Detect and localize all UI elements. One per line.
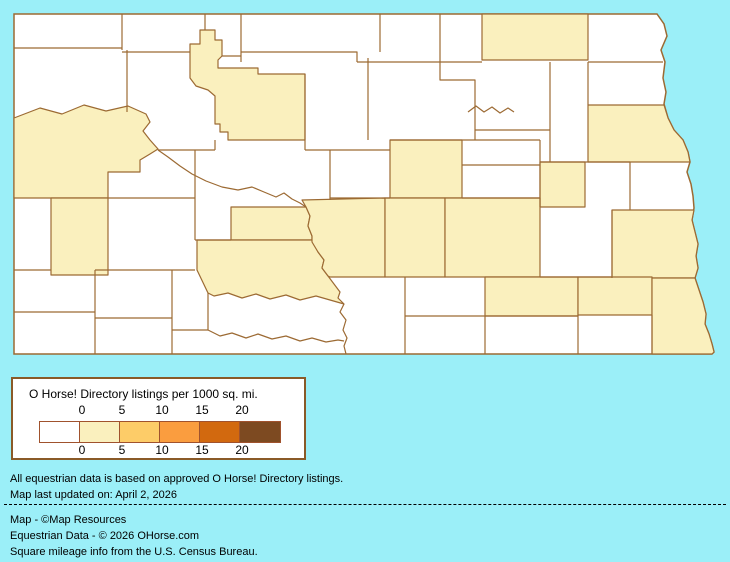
shaded-county-2[interactable] — [50, 197, 109, 276]
census-credit-text: Square mileage info from the U.S. Census… — [10, 546, 258, 558]
legend-title: O Horse! Directory listings per 1000 sq.… — [29, 387, 258, 401]
legend-swatch — [200, 422, 240, 442]
shaded-county-13[interactable] — [611, 209, 699, 279]
county-boundary-line — [207, 329, 345, 343]
shaded-county-14[interactable] — [484, 276, 579, 317]
shaded-county-6[interactable] — [389, 139, 463, 199]
shaded-county-10[interactable] — [301, 197, 386, 278]
legend-box: O Horse! Directory listings per 1000 sq.… — [11, 377, 306, 460]
shaded-county-7[interactable] — [539, 161, 586, 208]
shaded-county-8[interactable] — [230, 206, 313, 241]
county-boundary-line — [241, 51, 358, 62]
legend-swatch — [80, 422, 120, 442]
legend-tick: 10 — [155, 403, 169, 417]
north-dakota-county-map — [13, 13, 715, 355]
map-credit-text: Map - ©Map Resources — [10, 514, 127, 526]
shaded-county-16[interactable] — [651, 277, 715, 355]
shaded-county-15[interactable] — [577, 276, 653, 316]
last-updated-text: Map last updated on: April 2, 2026 — [10, 489, 177, 501]
legend-tick: 15 — [195, 403, 209, 417]
legend-tick: 20 — [235, 443, 249, 457]
shaded-county-1[interactable] — [13, 104, 159, 199]
legend-color-ramp — [39, 421, 281, 443]
county-boundary-line — [439, 62, 476, 140]
county-boundary-line — [339, 303, 348, 355]
legend-swatch — [160, 422, 200, 442]
equestrian-data-credit-text: Equestrian Data - © 2026 OHorse.com — [10, 530, 200, 542]
dashed-divider — [4, 504, 726, 505]
data-disclaimer-text: All equestrian data is based on approved… — [10, 473, 344, 485]
shaded-county-4[interactable] — [481, 13, 589, 61]
legend-tick: 10 — [155, 443, 169, 457]
legend-swatch — [40, 422, 80, 442]
legend-tick: 5 — [118, 403, 126, 417]
legend-tick: 0 — [78, 403, 86, 417]
legend-tick: 5 — [118, 443, 126, 457]
shaded-county-11[interactable] — [384, 197, 446, 278]
legend-swatch — [120, 422, 160, 442]
legend-tick: 0 — [78, 443, 86, 457]
county-boundary-line — [157, 149, 307, 208]
legend-swatch — [240, 422, 280, 442]
county-boundary-line — [467, 105, 515, 114]
legend-tick: 20 — [235, 403, 249, 417]
shaded-county-12[interactable] — [444, 197, 541, 278]
legend-tick: 15 — [195, 443, 209, 457]
shaded-county-3[interactable] — [189, 29, 306, 141]
shaded-county-5[interactable] — [587, 104, 691, 163]
